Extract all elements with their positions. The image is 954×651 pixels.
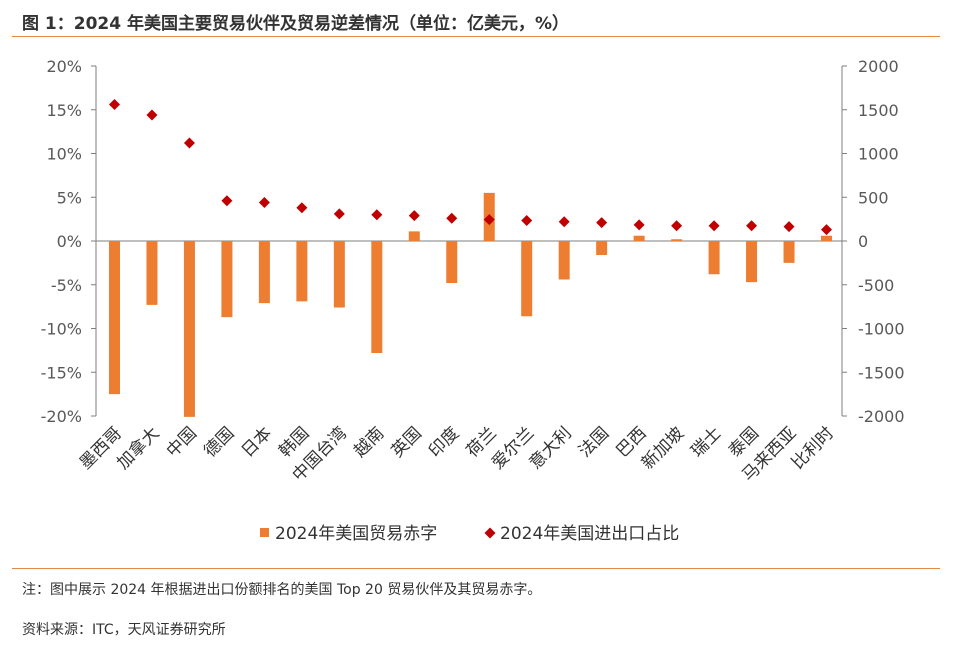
left-tick-label: -15%	[41, 363, 82, 382]
category-label: 新加坡	[638, 423, 688, 473]
legend-bar-label: 2024年美国贸易赤字	[275, 524, 437, 544]
right-tick-label: -500	[858, 276, 894, 295]
share-marker	[821, 224, 832, 236]
right-tick-label: -2000	[858, 407, 905, 426]
category-label: 法国	[575, 423, 613, 461]
deficit-bar	[671, 239, 683, 241]
share-marker	[708, 220, 720, 232]
deficit-bar	[633, 235, 645, 241]
footer-rule	[12, 568, 940, 569]
left-tick-label: -5%	[51, 276, 82, 295]
title-rule	[12, 36, 940, 37]
left-tick-label: 5%	[57, 188, 82, 207]
deficit-bar	[521, 241, 533, 317]
deficit-bar	[446, 241, 458, 283]
deficit-bar	[183, 241, 195, 417]
deficit-bar	[408, 231, 420, 241]
right-tick-label: 2000	[858, 57, 899, 76]
share-marker	[221, 195, 233, 207]
right-tick-label: -1000	[858, 320, 905, 339]
category-label: 英国	[388, 423, 426, 461]
share-marker	[521, 214, 533, 226]
deficit-bar	[708, 241, 720, 275]
deficit-bar	[221, 241, 233, 318]
category-label: 瑞士	[687, 423, 725, 461]
right-tick-label: 0	[858, 232, 868, 251]
figure-title: 图 1：2024 年美国主要贸易伙伴及贸易逆差情况（单位：亿美元，%）	[22, 14, 570, 34]
share-marker	[258, 197, 270, 208]
share-marker	[333, 208, 345, 220]
deficit-bar	[296, 241, 308, 302]
source-text: 资料来源：ITC，天风证券研究所	[22, 622, 226, 638]
category-label: 越南	[350, 423, 388, 461]
right-tick-label: 1000	[858, 145, 899, 164]
right-tick-label: 1500	[858, 101, 899, 120]
share-marker	[633, 219, 645, 231]
share-marker	[296, 202, 308, 214]
left-tick-label: 0%	[57, 232, 82, 251]
category-label: 德国	[200, 423, 238, 461]
left-tick-label: 15%	[46, 101, 82, 120]
category-label: 墨西哥	[76, 423, 126, 473]
share-marker	[446, 212, 458, 224]
share-marker	[109, 99, 120, 110]
deficit-bar	[333, 241, 345, 308]
category-label: 加拿大	[113, 423, 164, 474]
category-label: 比利时	[788, 423, 838, 473]
share-marker	[671, 220, 683, 232]
category-label: 日本	[238, 423, 276, 461]
category-label: 中国	[163, 423, 201, 461]
share-marker	[371, 209, 383, 221]
right-tick-label: -1500	[858, 363, 905, 382]
share-marker	[596, 217, 608, 229]
legend-bar-swatch	[260, 528, 269, 537]
category-label: 意大利	[526, 423, 576, 473]
category-label: 印度	[425, 423, 463, 461]
deficit-bar	[371, 241, 383, 353]
share-marker	[483, 214, 495, 226]
left-tick-label: 20%	[46, 57, 82, 76]
deficit-bar	[821, 235, 832, 241]
deficit-bar	[746, 241, 758, 283]
chart: 20% 15% 10% 5% 0% -5% -10% -15% -20% 2000 1500 1000…	[41, 57, 905, 544]
deficit-bar	[109, 241, 120, 395]
category-label: 爱尔兰	[488, 423, 538, 473]
legend-marker-label: 2024年美国进出口占比	[500, 524, 679, 544]
share-marker	[783, 221, 795, 233]
legend-marker-swatch	[484, 527, 496, 539]
deficit-bar	[146, 241, 158, 305]
left-tick-label: 10%	[46, 145, 82, 164]
note-text: 注：图中展示 2024 年根据进出口份额排名的美国 Top 20 贸易伙伴及其贸…	[22, 582, 542, 598]
deficit-bar	[258, 241, 270, 304]
share-marker	[183, 137, 195, 149]
deficit-bar	[596, 241, 608, 255]
right-tick-label: 500	[858, 188, 889, 207]
share-marker	[146, 109, 158, 121]
share-marker	[408, 210, 420, 222]
deficit-bar	[783, 241, 795, 263]
share-marker	[746, 220, 758, 232]
share-marker	[558, 216, 570, 228]
deficit-bar	[558, 241, 570, 280]
left-tick-label: -20%	[41, 407, 82, 426]
left-tick-label: -10%	[41, 320, 82, 339]
